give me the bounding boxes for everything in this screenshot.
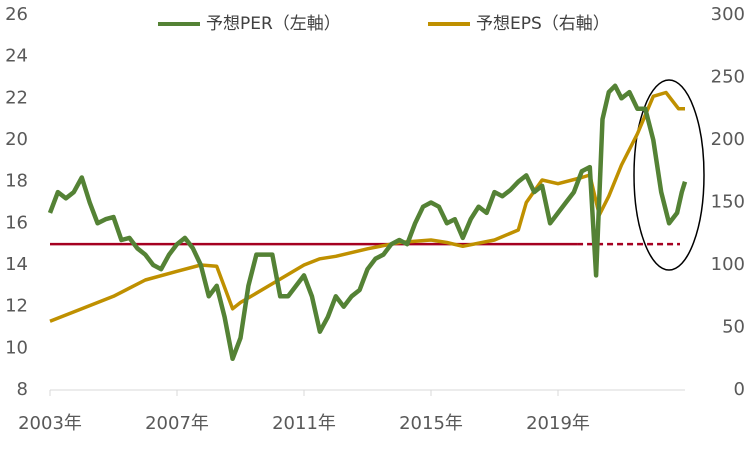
series-line	[47, 83, 688, 362]
y2-tick-label: 0	[734, 379, 745, 400]
y-tick-label: 10	[5, 337, 28, 358]
highlight-ellipse	[633, 79, 705, 271]
x-tick-label: 2015年	[399, 413, 463, 434]
y2-tick-label: 50	[722, 317, 745, 338]
y-tick-label: 26	[5, 4, 28, 25]
y-tick-label: 22	[5, 87, 28, 108]
legend-label: 予想EPS（右軸）	[476, 14, 610, 34]
x-tick-label: 2019年	[526, 413, 590, 434]
y-tick-label: 16	[5, 212, 28, 233]
y-tick-label: 12	[5, 296, 28, 317]
y-tick-label: 24	[5, 46, 28, 67]
x-tick-label: 2011年	[272, 413, 336, 434]
y2-tick-label: 250	[711, 67, 745, 88]
y-tick-label: 8	[17, 379, 28, 400]
y-tick-label: 18	[5, 171, 28, 192]
x-tick-label: 2003年	[18, 413, 82, 434]
y-tick-label: 20	[5, 129, 28, 150]
series-line	[49, 90, 685, 323]
y2-tick-label: 100	[711, 254, 745, 275]
y-tick-label: 14	[5, 254, 28, 275]
y2-tick-label: 300	[711, 4, 745, 25]
x-tick-label: 2007年	[145, 413, 209, 434]
legend-label: 予想PER（左軸）	[206, 14, 341, 34]
y2-tick-label: 150	[711, 192, 745, 213]
y2-tick-label: 200	[711, 129, 745, 150]
